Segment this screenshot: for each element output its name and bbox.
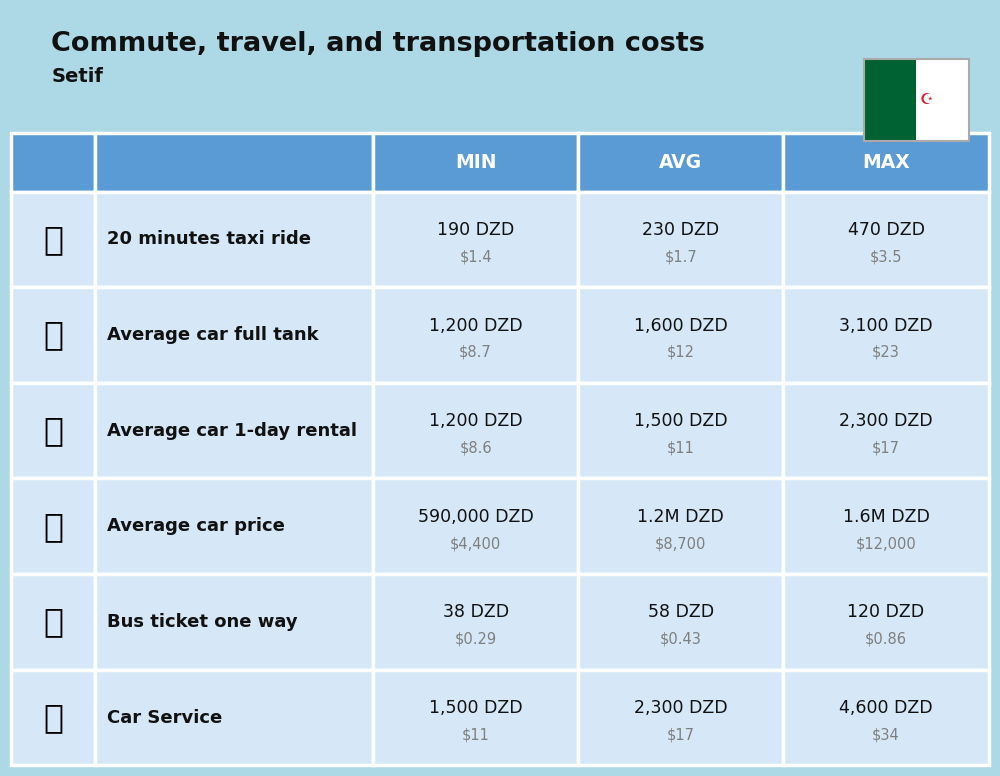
Text: $0.43: $0.43 bbox=[660, 632, 702, 646]
Text: $3.5: $3.5 bbox=[870, 249, 902, 264]
FancyBboxPatch shape bbox=[373, 192, 578, 287]
Text: 🚖: 🚖 bbox=[43, 223, 63, 256]
Text: ⛽: ⛽ bbox=[43, 319, 63, 352]
Text: 120 DZD: 120 DZD bbox=[847, 604, 925, 622]
FancyBboxPatch shape bbox=[578, 574, 783, 670]
Text: $0.86: $0.86 bbox=[865, 632, 907, 646]
Text: 2,300 DZD: 2,300 DZD bbox=[839, 412, 933, 430]
Text: Commute, travel, and transportation costs: Commute, travel, and transportation cost… bbox=[51, 31, 705, 57]
Text: 1,500 DZD: 1,500 DZD bbox=[634, 412, 728, 430]
FancyBboxPatch shape bbox=[373, 670, 578, 765]
Text: 230 DZD: 230 DZD bbox=[642, 221, 719, 239]
Text: $0.29: $0.29 bbox=[455, 632, 497, 646]
FancyBboxPatch shape bbox=[578, 383, 783, 479]
Text: $11: $11 bbox=[462, 727, 490, 742]
FancyBboxPatch shape bbox=[11, 670, 95, 765]
FancyBboxPatch shape bbox=[11, 133, 95, 192]
Text: 4,600 DZD: 4,600 DZD bbox=[839, 699, 933, 717]
Text: $11: $11 bbox=[667, 441, 695, 456]
FancyBboxPatch shape bbox=[578, 479, 783, 574]
Text: 🚌: 🚌 bbox=[43, 605, 63, 639]
Text: $8.6: $8.6 bbox=[459, 441, 492, 456]
Text: 58 DZD: 58 DZD bbox=[648, 604, 714, 622]
Text: 590,000 DZD: 590,000 DZD bbox=[418, 508, 533, 526]
FancyBboxPatch shape bbox=[783, 670, 989, 765]
Text: 1.2M DZD: 1.2M DZD bbox=[637, 508, 724, 526]
FancyBboxPatch shape bbox=[95, 479, 373, 574]
FancyBboxPatch shape bbox=[373, 383, 578, 479]
Text: 1,600 DZD: 1,600 DZD bbox=[634, 317, 728, 334]
Text: 🛠: 🛠 bbox=[43, 701, 63, 734]
FancyBboxPatch shape bbox=[95, 383, 373, 479]
FancyBboxPatch shape bbox=[95, 133, 373, 192]
FancyBboxPatch shape bbox=[95, 192, 373, 287]
Text: Car Service: Car Service bbox=[107, 708, 222, 726]
Text: MIN: MIN bbox=[455, 153, 496, 171]
Text: 20 minutes taxi ride: 20 minutes taxi ride bbox=[107, 230, 311, 248]
Text: 3,100 DZD: 3,100 DZD bbox=[839, 317, 933, 334]
FancyBboxPatch shape bbox=[783, 574, 989, 670]
FancyBboxPatch shape bbox=[11, 383, 95, 479]
Text: $4,400: $4,400 bbox=[450, 536, 501, 551]
FancyBboxPatch shape bbox=[916, 60, 969, 140]
Text: $1.7: $1.7 bbox=[664, 249, 697, 264]
Text: 🚗: 🚗 bbox=[43, 510, 63, 542]
Text: Average car full tank: Average car full tank bbox=[107, 326, 319, 344]
Text: $17: $17 bbox=[872, 441, 900, 456]
FancyBboxPatch shape bbox=[11, 479, 95, 574]
Text: Setif: Setif bbox=[51, 67, 103, 86]
FancyBboxPatch shape bbox=[783, 287, 989, 383]
Text: Bus ticket one way: Bus ticket one way bbox=[107, 613, 298, 631]
FancyBboxPatch shape bbox=[373, 133, 578, 192]
FancyBboxPatch shape bbox=[783, 192, 989, 287]
Text: 190 DZD: 190 DZD bbox=[437, 221, 514, 239]
Text: 1.6M DZD: 1.6M DZD bbox=[843, 508, 929, 526]
FancyBboxPatch shape bbox=[373, 574, 578, 670]
FancyBboxPatch shape bbox=[578, 287, 783, 383]
Text: 1,200 DZD: 1,200 DZD bbox=[429, 317, 522, 334]
FancyBboxPatch shape bbox=[95, 287, 373, 383]
FancyBboxPatch shape bbox=[578, 192, 783, 287]
FancyBboxPatch shape bbox=[578, 670, 783, 765]
FancyBboxPatch shape bbox=[11, 574, 95, 670]
FancyBboxPatch shape bbox=[11, 192, 95, 287]
Text: $8.7: $8.7 bbox=[459, 345, 492, 360]
Text: 🚙: 🚙 bbox=[43, 414, 63, 447]
Text: 1,500 DZD: 1,500 DZD bbox=[429, 699, 522, 717]
FancyBboxPatch shape bbox=[783, 133, 989, 192]
Text: $12,000: $12,000 bbox=[856, 536, 916, 551]
Text: $23: $23 bbox=[872, 345, 900, 360]
FancyBboxPatch shape bbox=[864, 60, 916, 140]
Text: 2,300 DZD: 2,300 DZD bbox=[634, 699, 728, 717]
Text: $8,700: $8,700 bbox=[655, 536, 706, 551]
FancyBboxPatch shape bbox=[95, 670, 373, 765]
Text: AVG: AVG bbox=[659, 153, 702, 171]
Text: 38 DZD: 38 DZD bbox=[443, 604, 509, 622]
Text: $1.4: $1.4 bbox=[459, 249, 492, 264]
Text: MAX: MAX bbox=[862, 153, 910, 171]
Text: $34: $34 bbox=[872, 727, 900, 742]
FancyBboxPatch shape bbox=[11, 287, 95, 383]
Text: Average car 1-day rental: Average car 1-day rental bbox=[107, 421, 357, 440]
Text: ☪: ☪ bbox=[920, 92, 934, 107]
Text: $12: $12 bbox=[667, 345, 695, 360]
FancyBboxPatch shape bbox=[783, 479, 989, 574]
Text: 1,200 DZD: 1,200 DZD bbox=[429, 412, 522, 430]
Text: $17: $17 bbox=[667, 727, 695, 742]
FancyBboxPatch shape bbox=[373, 287, 578, 383]
FancyBboxPatch shape bbox=[95, 574, 373, 670]
FancyBboxPatch shape bbox=[373, 479, 578, 574]
Text: 470 DZD: 470 DZD bbox=[848, 221, 925, 239]
Text: Average car price: Average car price bbox=[107, 518, 285, 535]
FancyBboxPatch shape bbox=[578, 133, 783, 192]
FancyBboxPatch shape bbox=[783, 383, 989, 479]
